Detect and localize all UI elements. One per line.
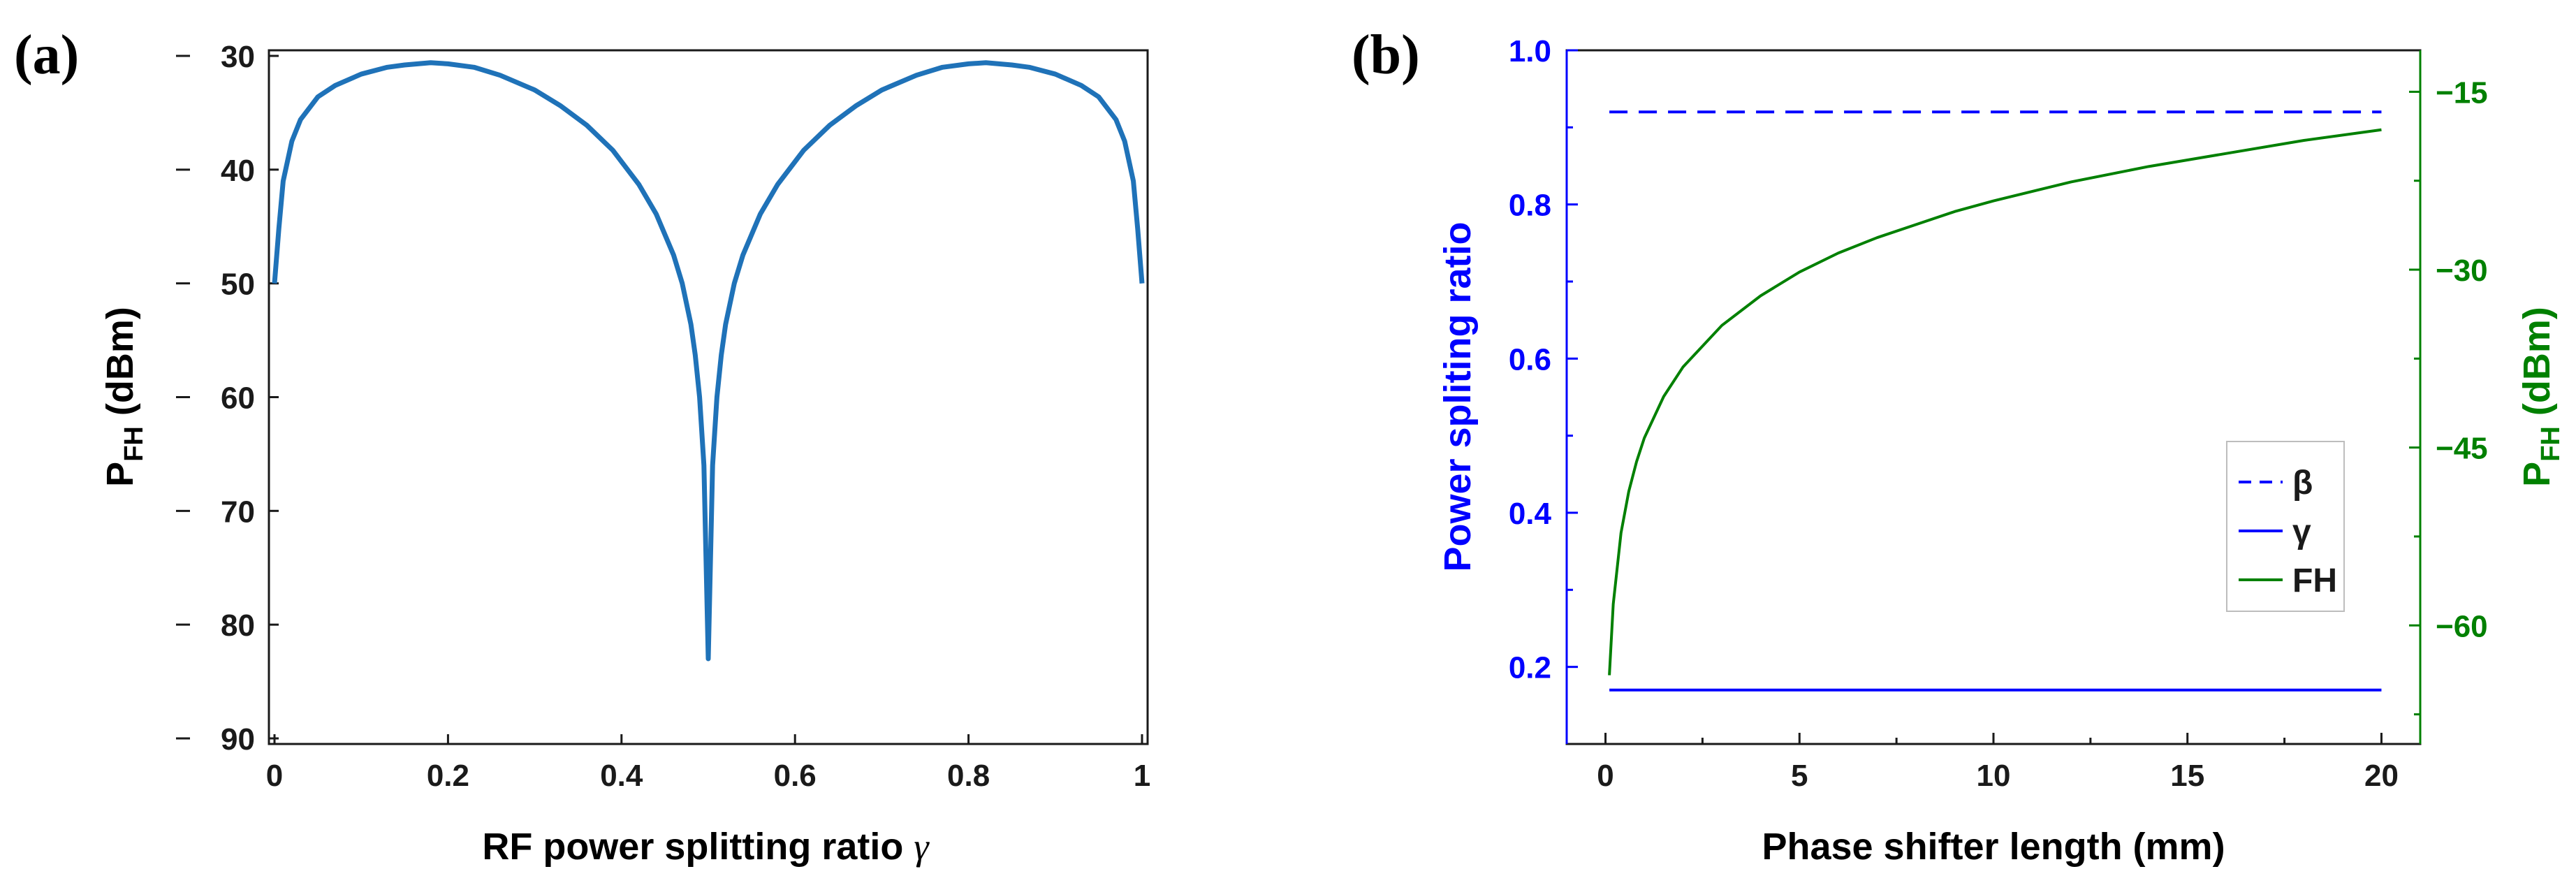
- y-left-tick-label-b: 0.2: [1509, 651, 1551, 685]
- panel-a: (a) 0 0.2 0.4 0.6 0.8 1 30 40 50 60 70 80 90 RF pow…: [14, 24, 1150, 868]
- x-tick-label-a: 0.6: [774, 759, 817, 793]
- y-right-tick-label-b: −60: [2436, 609, 2488, 643]
- x-tick-label-b: 10: [1977, 759, 2011, 793]
- y-left-tick-label-b: 0.8: [1509, 189, 1551, 223]
- y-tick-label-a: 90: [221, 722, 255, 757]
- y-tick-label-a: 30: [221, 40, 255, 74]
- y-right-tick-label-b: −45: [2436, 432, 2488, 466]
- x-tick-label-a: 0.4: [600, 759, 643, 793]
- legend-box: [2226, 441, 2345, 612]
- x-tick-label-a: 0.2: [427, 759, 469, 793]
- y-right-tick-label-b: −30: [2436, 254, 2488, 288]
- x-tick-label-a: 0: [266, 759, 283, 793]
- y-tick-label-a: 40: [221, 154, 255, 188]
- x-tick-label-a: 1: [1134, 759, 1150, 793]
- series-b: [1608, 110, 2382, 692]
- legend-entry-fh-label: FH: [2292, 562, 2337, 599]
- y-ticks-right-b: −15 −30 −45 −60: [2409, 75, 2488, 716]
- x-tick-label-b: 15: [2170, 759, 2204, 793]
- y-ticks-left-b: 0.2 0.4 0.6 0.8 1.0: [1509, 34, 1578, 685]
- legend-b: βγ FH: [2226, 441, 2345, 612]
- y-right-tick-label-b: −15: [2436, 75, 2488, 110]
- x-tick-label-b: 0: [1597, 759, 1613, 793]
- panel-b-label: (b): [1352, 24, 1420, 86]
- x-axis-label-b: Phase shifter length (mm): [1762, 826, 2225, 868]
- y-axis-left-label-b: Power spliting ratio: [1437, 221, 1479, 571]
- panel-a-label: (a): [14, 24, 79, 86]
- y-tick-label-a: 70: [221, 495, 255, 529]
- panel-b: (b) 0 5 10 15 20 0.2 0.4 0.6 0.8 1.0 −15 −30 −45 −6…: [1352, 24, 2566, 868]
- y-tick-label-a: 80: [221, 608, 255, 643]
- legend-entry-gamma-label: γ: [2292, 513, 2311, 550]
- series-line-pfh: [272, 60, 1145, 662]
- y-left-tick-label-b: 0.6: [1509, 342, 1551, 377]
- y-left-tick-label-b: 1.0: [1509, 34, 1551, 68]
- y-axis-label-a: PFH (dBm): [99, 307, 149, 487]
- x-ticks-a: 0 0.2 0.4 0.6 0.8 1: [266, 734, 1150, 793]
- y-ticks-a: 30 40 50 60 70 80 90: [176, 40, 279, 757]
- legend-entry-beta-label: β: [2292, 465, 2313, 502]
- y-tick-label-a: 50: [221, 268, 255, 302]
- y-left-tick-label-b: 0.4: [1509, 497, 1552, 531]
- series-line-fh: [1608, 128, 2382, 676]
- x-tick-label-b: 20: [2364, 759, 2399, 793]
- x-tick-label-a: 0.8: [947, 759, 990, 793]
- y-axis-right-label-b: PFH (dBm): [2516, 307, 2566, 487]
- x-axis-label-a: RF power splitting ratio γ: [482, 826, 930, 868]
- x-tick-label-b: 5: [1791, 759, 1808, 793]
- x-ticks-b: 0 5 10 15 20: [1597, 733, 2399, 793]
- series-a: [272, 60, 1145, 662]
- y-tick-label-a: 60: [221, 381, 255, 416]
- plot-b-frame: [1565, 49, 2422, 745]
